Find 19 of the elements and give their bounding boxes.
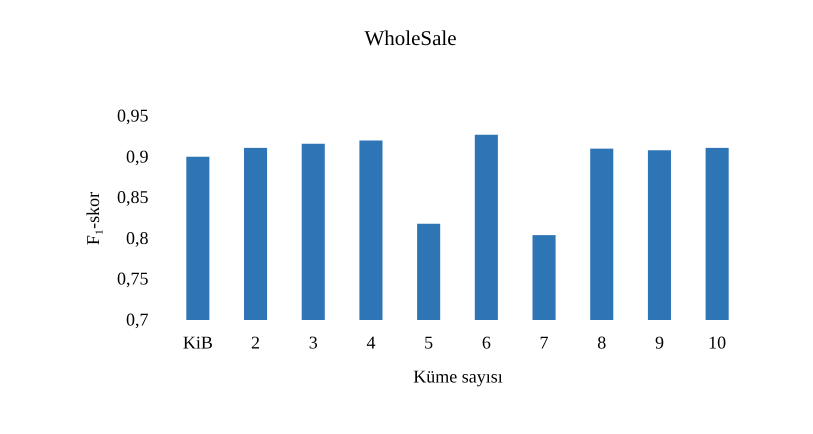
x-tick-label: 4 xyxy=(366,332,376,352)
y-tick-label: 0,9 xyxy=(126,146,148,166)
y-tick-label: 0,95 xyxy=(117,106,148,126)
x-tick-label: 2 xyxy=(251,332,260,352)
x-tick-label: 10 xyxy=(708,332,726,352)
y-tick-label: 0,75 xyxy=(117,268,148,289)
x-tick-label: 9 xyxy=(654,332,664,352)
y-tick-label: 0,8 xyxy=(126,228,148,248)
x-axis-title: Küme sayısı xyxy=(413,366,503,386)
x-tick-label: 6 xyxy=(482,332,491,352)
y-tick-label: 0,7 xyxy=(126,310,148,330)
x-tick-label: 7 xyxy=(540,332,549,352)
y-axis-title: F₁-skor xyxy=(83,192,103,246)
x-tick-label: 3 xyxy=(308,332,318,352)
y-tick-label: 0,85 xyxy=(117,187,148,208)
x-tick-label: KiB xyxy=(182,332,213,352)
chart-title: WholeSale xyxy=(364,26,457,50)
x-tick-label: 8 xyxy=(597,332,606,352)
x-tick-label: 5 xyxy=(424,332,434,352)
